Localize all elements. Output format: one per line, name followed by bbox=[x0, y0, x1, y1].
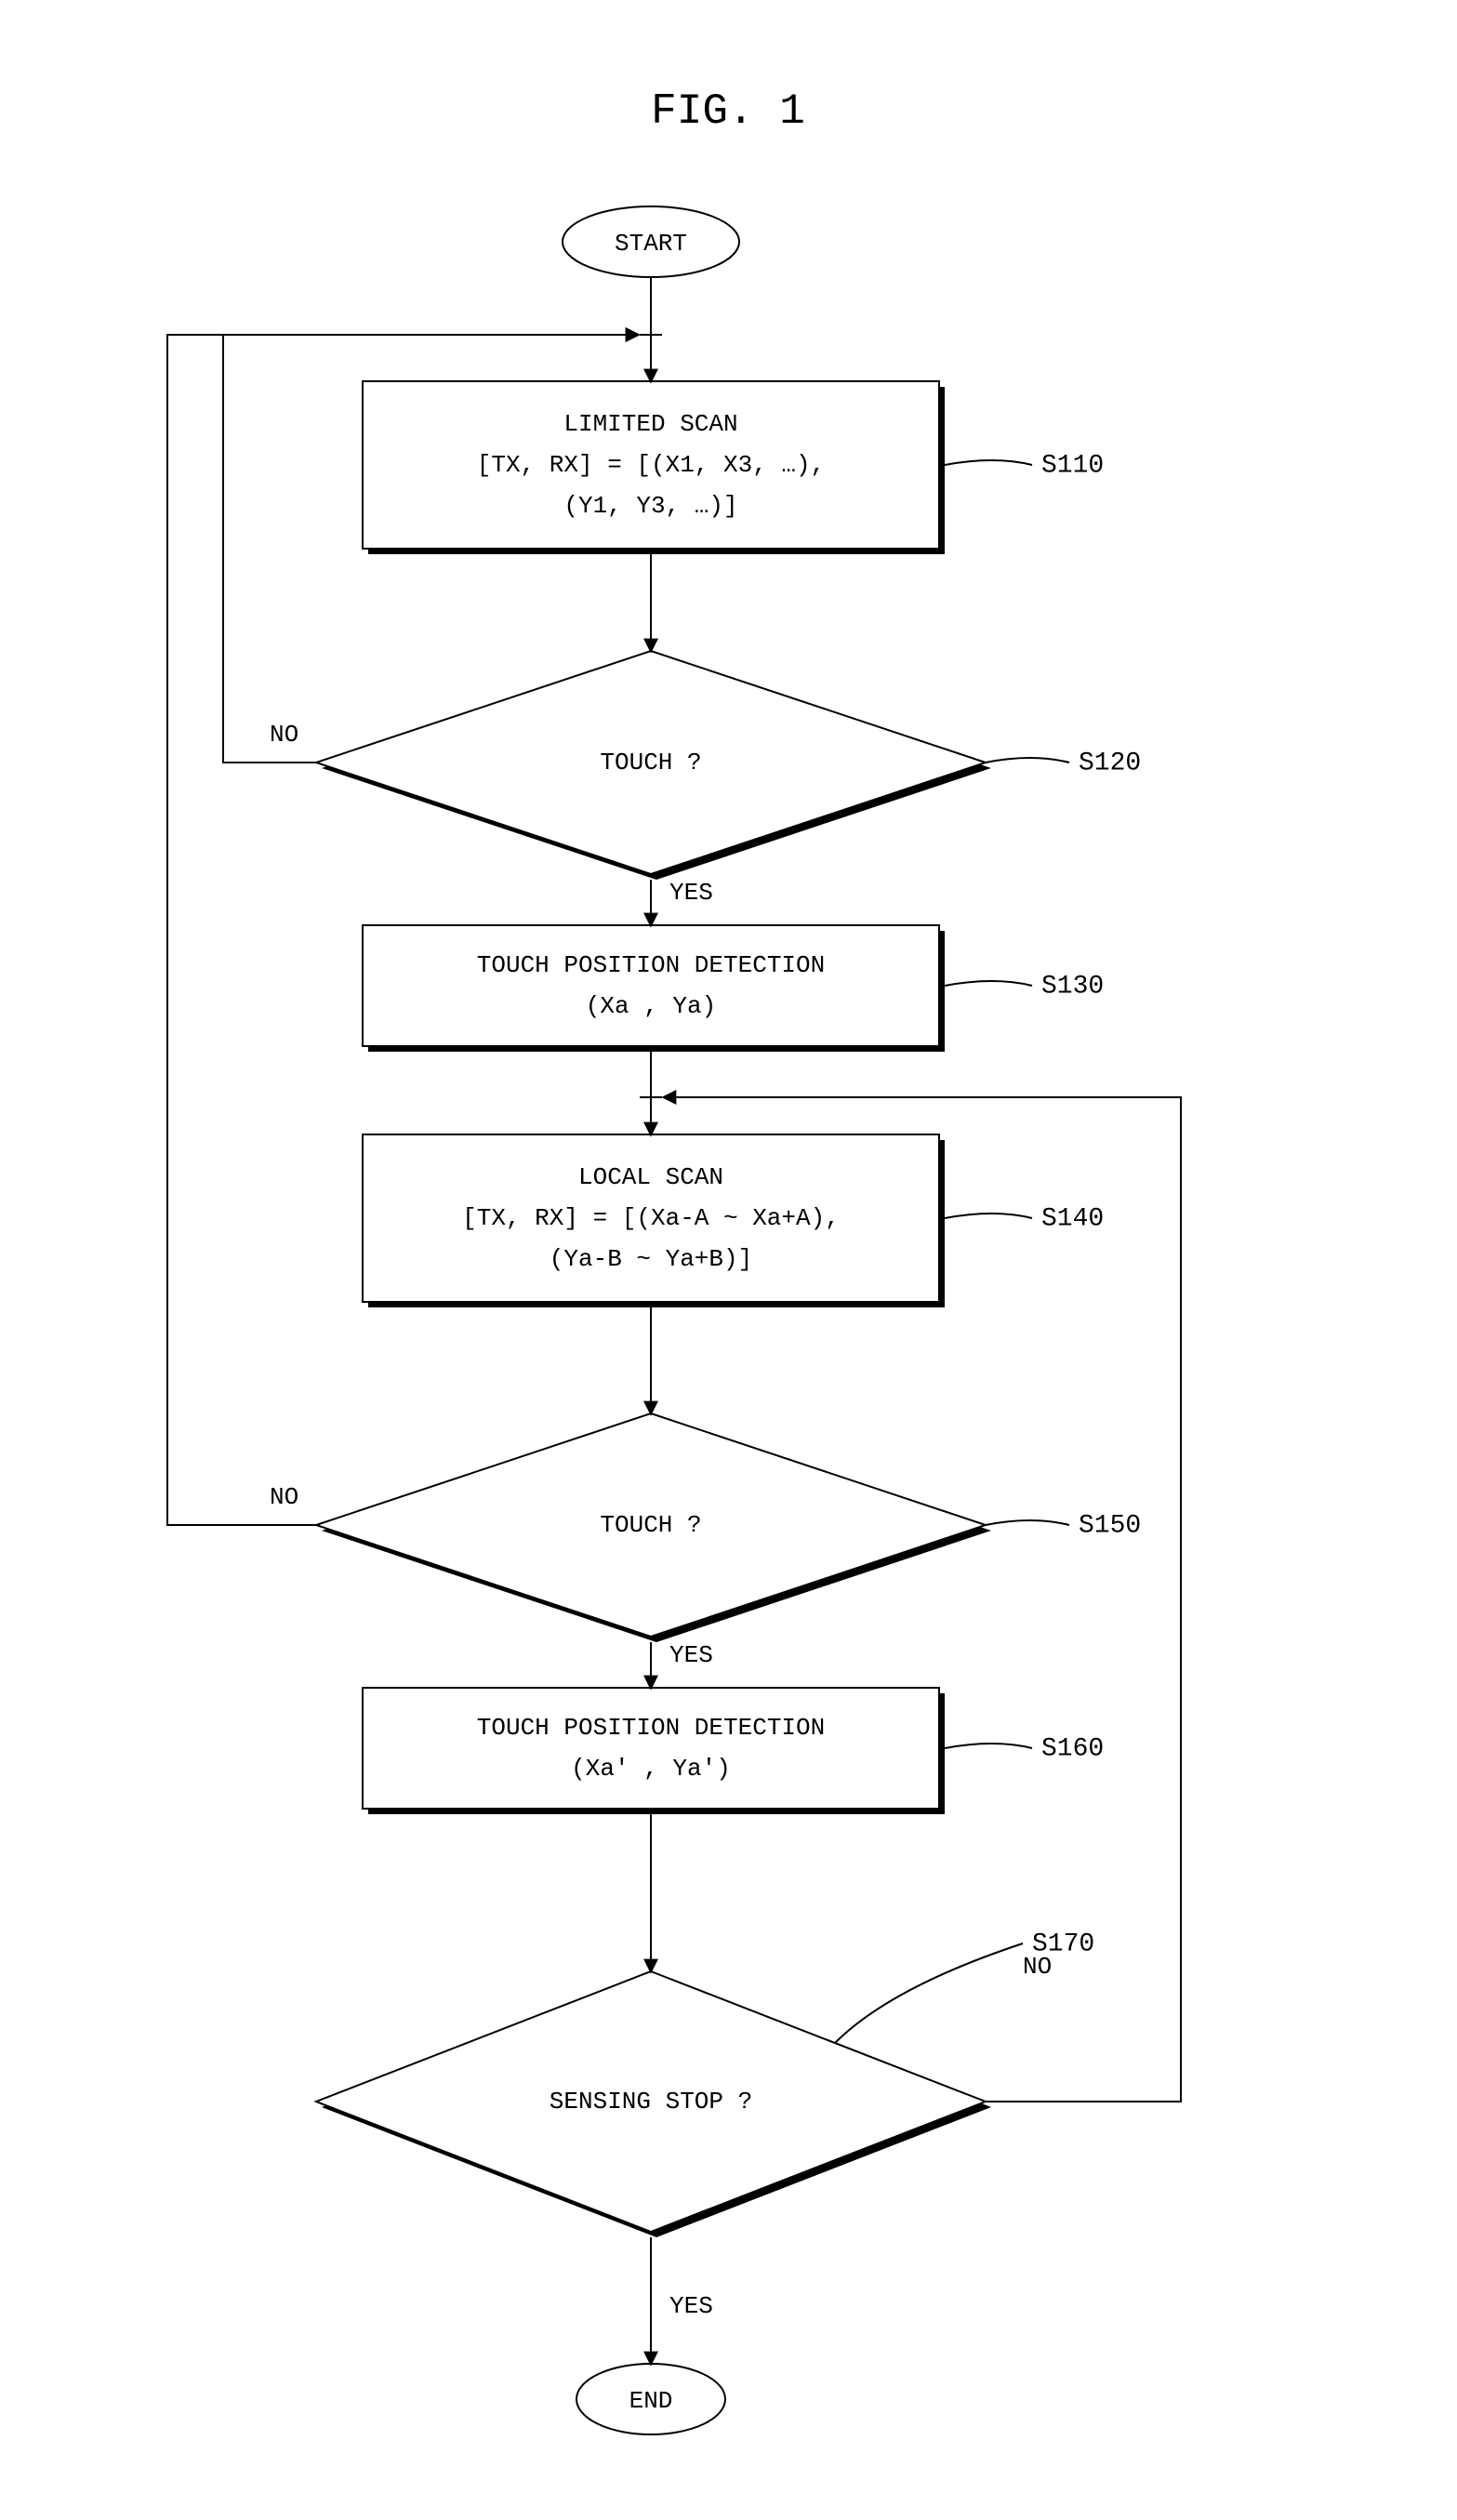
step-label: S130 bbox=[1041, 972, 1104, 1001]
svg-text:TOUCH ?: TOUCH ? bbox=[600, 749, 701, 776]
terminal-end: END bbox=[576, 2364, 725, 2434]
svg-text:(Xa' , Ya'): (Xa' , Ya') bbox=[571, 1755, 731, 1783]
edge-label-no3: NO bbox=[1023, 1953, 1052, 1981]
step-label: S120 bbox=[1079, 749, 1141, 777]
svg-text:LOCAL SCAN: LOCAL SCAN bbox=[578, 1163, 723, 1191]
svg-text:TOUCH POSITION DETECTION: TOUCH POSITION DETECTION bbox=[477, 1714, 825, 1742]
svg-text:LIMITED SCAN: LIMITED SCAN bbox=[563, 410, 737, 438]
step-label: S160 bbox=[1041, 1734, 1104, 1763]
svg-text:(Xa , Ya): (Xa , Ya) bbox=[586, 992, 716, 1020]
process-s140: LOCAL SCAN [TX, RX] = [(Xa-A ~ Xa+A), (Ya-… bbox=[363, 1134, 1104, 1307]
process-s110: LIMITED SCAN [TX, RX] = [(X1, X3, …), (Y1,… bbox=[363, 381, 1104, 554]
step-label: S150 bbox=[1079, 1511, 1141, 1540]
svg-text:TOUCH POSITION DETECTION: TOUCH POSITION DETECTION bbox=[477, 951, 825, 979]
decision-s120: TOUCH ? S120 bbox=[316, 651, 1141, 880]
process-s160: TOUCH POSITION DETECTION (Xa' , Ya') S160 bbox=[363, 1688, 1104, 1814]
svg-text:END: END bbox=[629, 2387, 673, 2415]
svg-text:TOUCH ?: TOUCH ? bbox=[600, 1511, 701, 1539]
svg-text:[TX, RX] = [(X1, X3, …),: [TX, RX] = [(X1, X3, …), bbox=[477, 451, 825, 479]
figure-title: FIG. 1 bbox=[651, 87, 805, 136]
edge-label-yes2: YES bbox=[669, 1641, 713, 1669]
process-s130: TOUCH POSITION DETECTION (Xa , Ya) S130 bbox=[363, 925, 1104, 1052]
edge-label-yes1: YES bbox=[669, 879, 713, 907]
svg-text:(Ya-B ~ Ya+B)]: (Ya-B ~ Ya+B)] bbox=[550, 1245, 752, 1273]
edge-label-no1: NO bbox=[270, 721, 298, 749]
decision-s170: SENSING STOP ? bbox=[316, 1971, 991, 2237]
svg-text:[TX, RX] = [(Xa-A ~ Xa+A),: [TX, RX] = [(Xa-A ~ Xa+A), bbox=[462, 1204, 840, 1232]
edge-label-yes3: YES bbox=[669, 2292, 713, 2320]
svg-text:START: START bbox=[615, 230, 687, 258]
svg-text:(Y1, Y3, …)]: (Y1, Y3, …)] bbox=[563, 492, 737, 520]
edge-label-no2: NO bbox=[270, 1483, 298, 1511]
decision-s150: TOUCH ? S150 bbox=[316, 1413, 1141, 1642]
terminal-start: START bbox=[563, 206, 739, 277]
step-label: S140 bbox=[1041, 1204, 1104, 1233]
flowchart-canvas: FIG. 1 START END LIMITED SCAN [TX, RX] = [(X… bbox=[0, 0, 1457, 2520]
svg-text:SENSING STOP ?: SENSING STOP ? bbox=[550, 2088, 752, 2115]
step-label: S110 bbox=[1041, 451, 1104, 480]
